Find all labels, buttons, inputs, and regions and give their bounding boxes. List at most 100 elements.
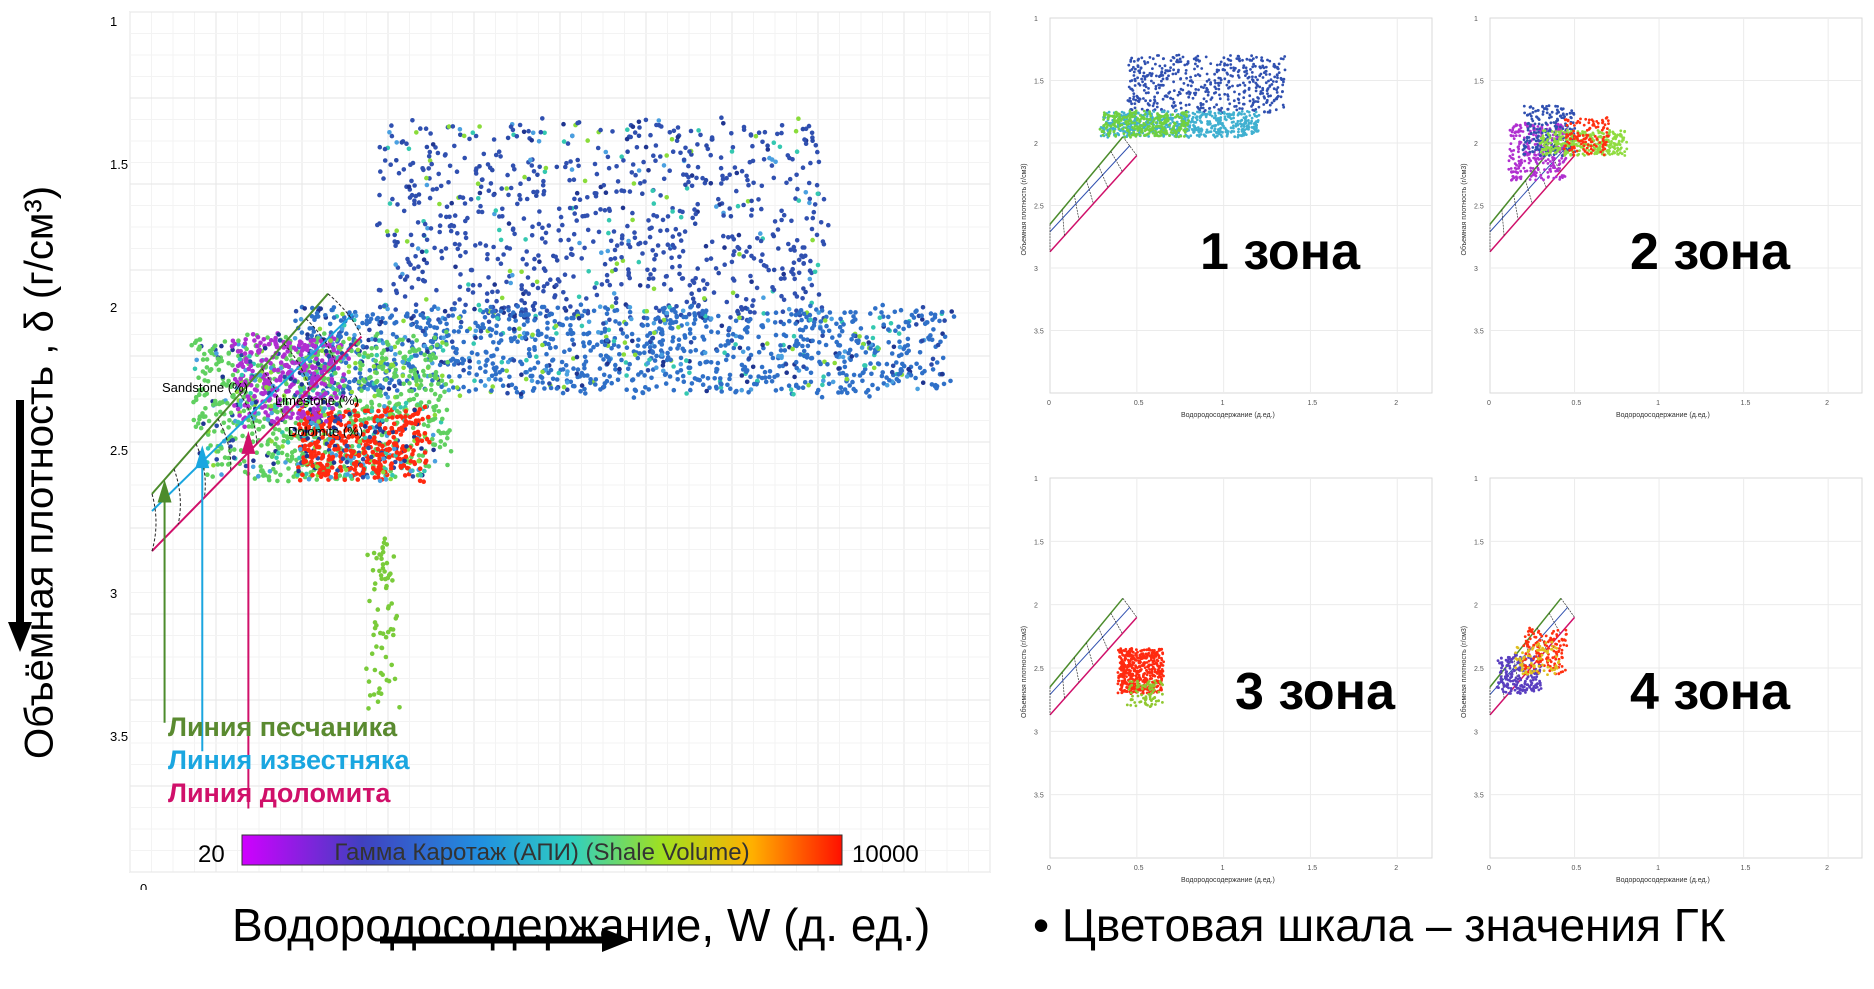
small-sandstone-line: [1049, 136, 1124, 225]
data-point: [773, 332, 779, 338]
data-point: [275, 367, 281, 373]
data-point: [384, 560, 390, 566]
data-point: [684, 186, 690, 191]
data-point: [226, 378, 231, 384]
small-data-point: [1193, 112, 1197, 116]
data-point: [288, 352, 293, 358]
data-point: [574, 190, 580, 196]
data-point: [335, 468, 340, 473]
data-point: [684, 321, 690, 327]
data-point: [540, 342, 545, 348]
data-point: [873, 306, 878, 311]
data-point: [545, 326, 550, 331]
data-point: [392, 232, 398, 238]
data-point: [598, 353, 604, 358]
data-point: [603, 149, 609, 155]
data-point: [507, 246, 513, 251]
data-point: [689, 381, 695, 386]
small-data-point: [1188, 79, 1192, 83]
data-point: [232, 367, 238, 373]
data-point: [491, 137, 497, 142]
data-point: [411, 266, 417, 271]
data-point: [680, 308, 686, 314]
data-point: [623, 321, 629, 327]
data-point: [264, 385, 269, 390]
data-point: [228, 410, 234, 416]
data-point: [569, 246, 574, 252]
data-point: [423, 357, 428, 363]
small-data-point: [1213, 79, 1217, 82]
data-point: [422, 373, 427, 378]
porosity-tick: [173, 468, 181, 525]
data-point: [769, 163, 775, 168]
data-point: [405, 465, 410, 471]
data-point: [894, 360, 899, 365]
data-point: [872, 350, 878, 355]
data-point: [626, 238, 631, 244]
data-point: [382, 146, 388, 152]
zone-1-chart: 11.522.533.50 0.5 1 1.5 2Водородосодержание …: [1020, 16, 1433, 419]
data-point: [422, 221, 428, 227]
data-point: [543, 230, 549, 236]
data-point: [446, 374, 452, 379]
data-point: [231, 455, 237, 461]
data-point: [327, 443, 332, 449]
data-point: [193, 424, 199, 430]
data-point: [554, 377, 560, 382]
data-point: [652, 257, 657, 262]
small-data-point: [1145, 108, 1149, 112]
data-point: [211, 463, 216, 468]
data-point: [746, 356, 752, 361]
small-y-axis-label: Объемная плотность (г/см3): [1020, 163, 1028, 255]
data-point: [480, 322, 486, 327]
small-data-point: [1258, 85, 1262, 89]
data-point: [793, 321, 798, 326]
data-point: [393, 367, 399, 373]
data-point: [651, 201, 657, 206]
data-point: [426, 414, 431, 420]
data-point: [615, 179, 621, 184]
data-point: [447, 214, 452, 220]
data-point: [386, 454, 392, 460]
data-point: [427, 195, 433, 201]
data-point: [749, 198, 754, 204]
data-point: [397, 426, 402, 432]
data-point: [394, 414, 400, 420]
data-point: [767, 374, 772, 380]
data-point: [552, 319, 558, 324]
data-point: [269, 410, 274, 416]
data-point: [541, 266, 547, 271]
data-point: [257, 378, 263, 383]
data-point: [315, 374, 321, 379]
data-point: [367, 383, 373, 388]
data-point: [937, 318, 942, 324]
data-point: [410, 346, 415, 352]
data-point: [592, 191, 598, 196]
data-point: [786, 383, 792, 389]
data-point: [377, 422, 383, 427]
small-data-point: [1213, 72, 1216, 76]
data-point: [786, 241, 791, 247]
small-data-point: [1155, 74, 1158, 78]
data-point: [411, 333, 416, 339]
data-point: [227, 418, 232, 423]
data-point: [428, 417, 434, 423]
data-point: [632, 230, 637, 235]
data-point: [585, 138, 590, 143]
small-data-point: [1261, 86, 1265, 90]
data-point: [500, 206, 505, 212]
data-point: [751, 298, 756, 303]
data-point: [748, 352, 754, 358]
data-point: [219, 343, 224, 349]
data-point: [401, 208, 407, 214]
data-point: [593, 382, 598, 387]
data-point: [458, 132, 463, 138]
data-point: [949, 309, 954, 314]
data-point: [327, 343, 332, 349]
data-point: [810, 215, 816, 221]
small-data-point: [1143, 62, 1147, 66]
data-point: [484, 256, 490, 262]
data-point: [498, 332, 504, 337]
small-data-point: [1276, 86, 1280, 89]
data-point: [527, 353, 533, 359]
